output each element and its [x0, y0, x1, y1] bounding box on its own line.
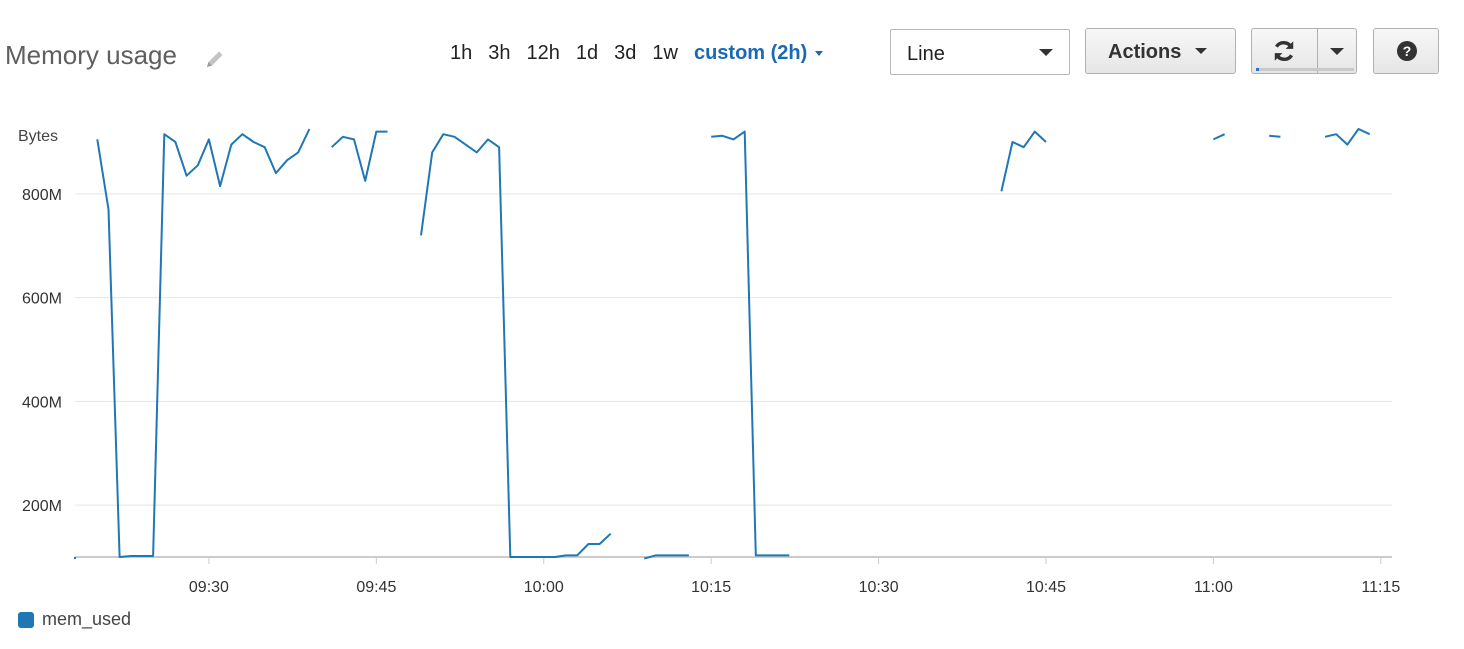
range-12h[interactable]: 12h: [526, 41, 560, 64]
series-line-segment: [643, 554, 689, 560]
time-range-selector: 1h 3h 12h 1d 3d 1w custom (2h): [442, 40, 831, 66]
pencil-icon[interactable]: [204, 48, 226, 70]
series-line-segment: [1000, 130, 1047, 192]
actions-button[interactable]: Actions: [1085, 28, 1236, 74]
refresh-options-button[interactable]: [1318, 29, 1356, 73]
legend: mem_used: [18, 609, 131, 630]
series-line-segment: [1269, 134, 1281, 138]
refresh-divider: [1317, 29, 1318, 73]
x-tick-label: 11:15: [1361, 579, 1400, 596]
view-type-select[interactable]: Line: [890, 29, 1070, 75]
range-custom[interactable]: custom (2h): [686, 42, 831, 65]
y-tick-label: 400M: [22, 394, 62, 411]
y-tick-label: 800M: [22, 187, 62, 204]
series-line-segment: [711, 130, 790, 557]
x-tick-label: 10:15: [691, 579, 731, 596]
x-tick-label: 10:30: [859, 579, 899, 596]
x-axis-ticks: 09:30 09:45 10:00 10:15 10:30 10:45 11:00 11:15: [189, 557, 1400, 596]
y-axis-ticks: 200M 400M 600M 800M: [22, 187, 62, 515]
refresh-button-group: [1251, 28, 1357, 74]
series-line-segment: [331, 130, 388, 182]
series-mem-used: [74, 128, 1371, 560]
y-tick-label: 600M: [22, 291, 62, 308]
x-tick-label: 09:45: [356, 579, 396, 596]
series-line-segment: [96, 128, 311, 558]
range-1w[interactable]: 1w: [652, 41, 678, 64]
refresh-progress: [1256, 68, 1354, 71]
refresh-progress-fill: [1256, 68, 1259, 71]
legend-swatch[interactable]: [18, 611, 34, 628]
x-tick-label: 10:45: [1026, 579, 1066, 596]
y-axis-label: Bytes: [18, 128, 58, 145]
refresh-button[interactable]: [1252, 29, 1317, 73]
chevron-down-icon: [1195, 48, 1207, 54]
range-3d[interactable]: 3d: [614, 41, 637, 64]
series-line-segment: [1212, 133, 1226, 141]
x-tick-label: 09:30: [189, 579, 229, 596]
chevron-down-icon: [815, 50, 824, 56]
legend-label: mem_used: [42, 609, 132, 629]
range-1h[interactable]: 1h: [450, 41, 473, 64]
view-type-value: Line: [907, 43, 945, 65]
page-title: Memory usage: [5, 40, 177, 70]
chevron-down-icon: [1330, 48, 1344, 55]
help-button[interactable]: ?: [1373, 28, 1439, 74]
range-3h[interactable]: 3h: [488, 41, 511, 64]
range-1d[interactable]: 1d: [575, 41, 599, 64]
memory-usage-chart: Bytes 200M 400M 600M 800M 09:30 09:45 10:00 10…: [18, 128, 1400, 596]
x-tick-label: 10:00: [524, 579, 564, 596]
x-tick-label: 11:00: [1194, 579, 1233, 596]
y-tick-label: 200M: [22, 498, 62, 515]
chevron-down-icon: [1039, 49, 1053, 56]
series-line-segment: [1324, 128, 1371, 146]
actions-label: Actions: [1108, 41, 1182, 63]
range-custom-label: custom (2h): [693, 41, 808, 64]
help-icon: ?: [1397, 41, 1417, 61]
grid-lines: [75, 193, 1392, 506]
series-line-segment: [420, 133, 612, 558]
refresh-icon: [1274, 40, 1294, 62]
